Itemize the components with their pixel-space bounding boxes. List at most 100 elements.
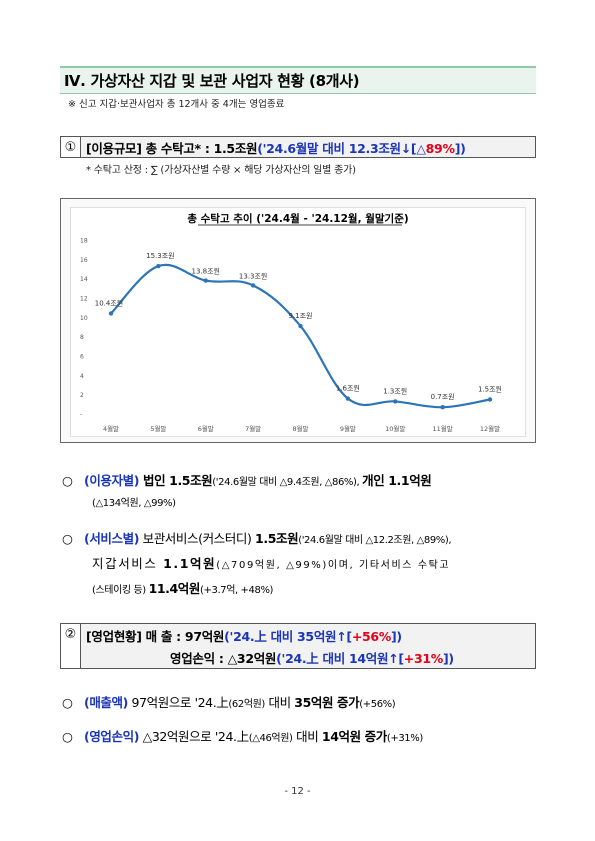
data-label: 1.6조원: [336, 384, 360, 393]
text-corp-value: 1.5조원: [169, 473, 213, 488]
custody-line-series: [110, 263, 491, 409]
text-rev-a: 97억원으로 '24.上: [127, 695, 229, 710]
box-number: ①: [61, 137, 81, 157]
data-label: 0.7조원: [431, 392, 455, 401]
data-points: [108, 263, 493, 410]
x-tick-label: 11월말: [433, 424, 453, 433]
text-op-e: (+31%): [386, 733, 423, 744]
operating-para-label: (영업손익): [84, 729, 140, 744]
x-tick-label: 9월말: [340, 424, 356, 433]
data-point: [393, 399, 398, 404]
x-tick-label: 4월말: [103, 424, 119, 433]
text-individual: 개인 1.1억원: [362, 473, 432, 488]
paragraph-by-service: ○ (서비스별) 보관서비스(커스터디) 1.5조원('24.6월말 대비 △12…: [62, 528, 452, 547]
y-tick-label: 14: [80, 276, 88, 283]
y-tick-label: 8: [80, 334, 84, 341]
data-label: 13.8조원: [192, 267, 220, 276]
chart-title: 총 수탁고 추이 ('24.4월 - '24.12월, 월말기준): [187, 212, 408, 225]
text-rev-c: 대비: [264, 695, 295, 710]
revenue-line: [영업현황] 매 출 : 97억원 ('24.上 대비 35억원↑[+56%]): [86, 624, 535, 646]
data-point: [203, 278, 208, 283]
revenue-para-label: (매출액): [84, 695, 128, 710]
text-op-b: (△46억원): [248, 733, 293, 744]
operating-label: 영업손익 : △32억원: [170, 650, 277, 666]
y-tick-label: 6: [80, 354, 84, 361]
x-tick-label: 5월말: [150, 424, 166, 433]
text-wallet: 지갑서비스: [92, 556, 164, 571]
operating-line: 영업손익 : △32억원 ('24.上 대비 14억원↑[+31%]): [86, 646, 535, 668]
paragraph-by-user-cont: (△134억원, △99%): [92, 498, 176, 509]
bullet-circle: ○: [62, 695, 73, 710]
x-axis-ticks: 4월말 5월말 6월말 7월말 8월말 9월말 10월말 11월말 12월말: [103, 424, 500, 433]
custody-calc-note: * 수탁고 산정 : ∑ (가상자산별 수량 × 해당 가상자산의 일별 종가): [86, 165, 356, 176]
revenue-label: [영업현황] 매 출 : 97억원: [86, 628, 225, 644]
text-corp-change: ('24.6월말 대비 △9.4조원, △86%),: [212, 477, 363, 488]
section-title-bar: [60, 66, 536, 93]
box-number: ②: [61, 624, 81, 668]
text-staking-change: (+3.7억, +48%): [200, 585, 274, 596]
x-tick-label: 8월말: [292, 424, 308, 433]
y-tick-label: 18: [80, 238, 88, 245]
x-tick-label: 6월말: [198, 424, 214, 433]
text-wallet-value: 1.1억원: [163, 556, 217, 571]
text-staking-value: 11.4억원: [148, 581, 201, 596]
bullet-circle: ○: [62, 531, 73, 546]
data-label: 15.3조원: [146, 251, 174, 260]
service-label: (서비스별): [84, 531, 140, 546]
data-label: 9.1조원: [288, 311, 312, 320]
y-tick-label: 4: [80, 373, 84, 380]
text-custody: 보관서비스(커스터디): [139, 531, 256, 546]
text-custody-change: ('24.6월말 대비 △12.2조원, △89%),: [298, 535, 452, 546]
usage-scale-label: [이용규모] 총 수탁고* : 1.5조원: [86, 140, 258, 156]
y-tick-label: 2: [80, 392, 84, 399]
y-tick-label: 12: [80, 296, 88, 303]
data-point: [250, 283, 256, 288]
business-status-text: [영업현황] 매 출 : 97억원 ('24.上 대비 35억원↑[+56%])…: [81, 624, 535, 668]
paragraph-by-user: ○ (이용자별) 법인 1.5조원('24.6월말 대비 △9.4조원, △86%…: [62, 470, 432, 489]
user-label: (이용자별): [84, 473, 140, 488]
data-point: [345, 396, 351, 401]
text-staking: (스테이킹 등): [92, 585, 149, 596]
bullet-circle: ○: [62, 473, 73, 488]
paragraph-operating: ○ (영업손익) △32억원으로 '24.上(△46억원) 대비 14억원 증가(…: [62, 726, 423, 745]
data-point: [156, 263, 161, 269]
data-label: 13.3조원: [239, 271, 267, 280]
x-tick-label: 10월말: [385, 424, 405, 433]
text-op-d: 14억원 증가: [321, 729, 387, 744]
section-title-rule: [60, 93, 536, 94]
data-point: [487, 397, 493, 402]
operating-change: ('24.上 대비 14억원↑[+31%]): [276, 650, 454, 666]
text-op-c: 대비: [292, 729, 322, 744]
business-status-box: ② [영업현황] 매 출 : 97억원 ('24.上 대비 35억원↑[+56%…: [60, 623, 536, 669]
text-custody-value: 1.5조원: [255, 531, 299, 546]
usage-scale-box: ① [이용규모] 총 수탁고* : 1.5조원 ('24.6월말 대비 12.3…: [60, 136, 536, 158]
data-label: 10.4조원: [95, 298, 123, 307]
text-op-a: △32억원으로 '24.上: [139, 729, 250, 744]
usage-scale-change: ('24.6월말 대비 12.3조원↓[△89%]): [257, 140, 466, 156]
data-label: 1.5조원: [478, 385, 502, 394]
page-number: - 12 -: [284, 786, 311, 797]
x-tick-label: 12월말: [480, 424, 500, 433]
y-tick-label: 16: [80, 257, 88, 264]
data-point: [298, 323, 303, 329]
section-title: Ⅳ. 가상자산 지갑 및 보관 사업자 현황 (8개사): [64, 72, 360, 90]
y-axis-ticks: 18 16 14 12 10 8 6 4 2 -: [80, 238, 88, 419]
y-tick-label: -: [80, 412, 82, 419]
usage-scale-text: [이용규모] 총 수탁고* : 1.5조원 ('24.6월말 대비 12.3조원…: [81, 137, 535, 157]
text-rev-e: (+56%): [359, 699, 396, 710]
data-label: 1.3조원: [383, 386, 407, 395]
revenue-change: ('24.上 대비 35억원↑[+56%]): [224, 628, 402, 644]
paragraph-by-service-line3: (스테이킹 등) 11.4억원(+3.7억, +48%): [92, 578, 273, 597]
data-point: [440, 405, 445, 410]
paragraph-revenue: ○ (매출액) 97억원으로 '24.上(62억원) 대비 35억원 증가(+56…: [62, 692, 396, 711]
text-wallet-change: (△709억원, △99%)이며, 기타서비스 수탁고: [216, 560, 451, 571]
paragraph-by-service-line2: 지갑서비스 1.1억원(△709억원, △99%)이며, 기타서비스 수탁고: [92, 553, 450, 572]
text-corp: 법인: [139, 473, 170, 488]
section-note: ※ 신고 지갑·보관사업자 총 12개사 중 4개는 영업종료: [68, 99, 285, 110]
data-point: [108, 311, 114, 316]
bullet-circle: ○: [62, 729, 73, 744]
text-rev-b: (62억원): [228, 699, 265, 710]
data-labels: 10.4조원 15.3조원 13.8조원 13.3조원 9.1조원 1.6조원 1.3조원 0…: [95, 251, 502, 401]
x-tick-label: 7월말: [245, 424, 261, 433]
